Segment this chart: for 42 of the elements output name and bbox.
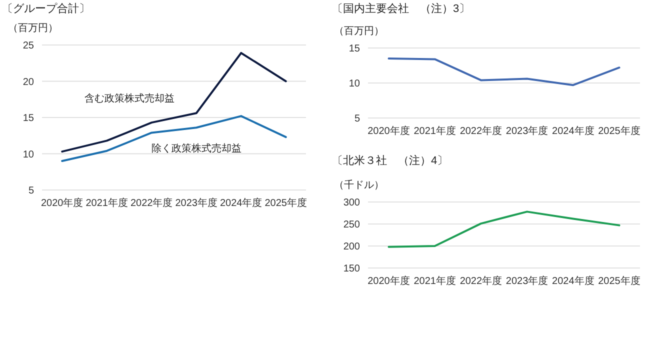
x-tick-label: 2020年度 <box>368 275 410 287</box>
y-tick-label: 15 <box>348 44 360 54</box>
x-tick-label: 2022年度 <box>460 275 502 287</box>
line-series <box>388 210 620 248</box>
x-tick-label: 2023年度 <box>506 275 548 287</box>
y-tick-label: 200 <box>343 242 360 252</box>
y-tick-label: 150 <box>343 264 360 274</box>
y-tick-label: 25 <box>22 40 34 52</box>
y-tick-label: 20 <box>22 76 34 88</box>
y-tick-label: 10 <box>22 149 34 160</box>
x-tick-label: 2021年度 <box>414 275 456 287</box>
y-axis-title: （百万円） <box>8 23 58 34</box>
y-tick-label: 10 <box>348 78 360 90</box>
x-tick-label: 2020年度 <box>368 125 410 137</box>
y-tick-label: 5 <box>354 114 360 124</box>
line-series <box>388 58 620 86</box>
series-label: 除く政策株式売却益 <box>151 142 242 155</box>
x-tick-label: 2022年度 <box>130 197 173 209</box>
x-tick-label: 2025年度 <box>598 125 640 137</box>
y-axis-title: （百万円） <box>334 26 384 37</box>
y-tick-label: 300 <box>343 198 360 208</box>
chart-title: 〔北米３社 （注）4〕 <box>332 154 448 167</box>
chart-title: 〔グループ合計〕 <box>2 2 90 15</box>
x-tick-label: 2021年度 <box>86 197 128 209</box>
x-tick-label: 2025年度 <box>264 197 307 209</box>
x-tick-label: 2023年度 <box>506 125 548 137</box>
x-tick-label: 2024年度 <box>220 197 262 209</box>
x-tick-label: 2024年度 <box>552 275 594 287</box>
x-tick-label: 2023年度 <box>175 197 218 209</box>
y-axis-title: （千ドル） <box>334 179 384 191</box>
x-tick-label: 2020年度 <box>41 197 84 209</box>
chart-title: 〔国内主要会社 （注）3〕 <box>332 2 470 15</box>
x-tick-label: 2025年度 <box>598 275 640 287</box>
x-tick-label: 2024年度 <box>552 125 594 137</box>
x-tick-label: 2021年度 <box>414 125 456 137</box>
line-series <box>61 115 287 162</box>
y-tick-label: 5 <box>28 186 34 196</box>
y-tick-label: 15 <box>22 113 34 124</box>
line-series <box>61 52 287 153</box>
x-tick-label: 2022年度 <box>460 125 502 137</box>
series-label: 含む政策株式売却益 <box>84 92 174 105</box>
y-tick-label: 250 <box>343 220 360 230</box>
